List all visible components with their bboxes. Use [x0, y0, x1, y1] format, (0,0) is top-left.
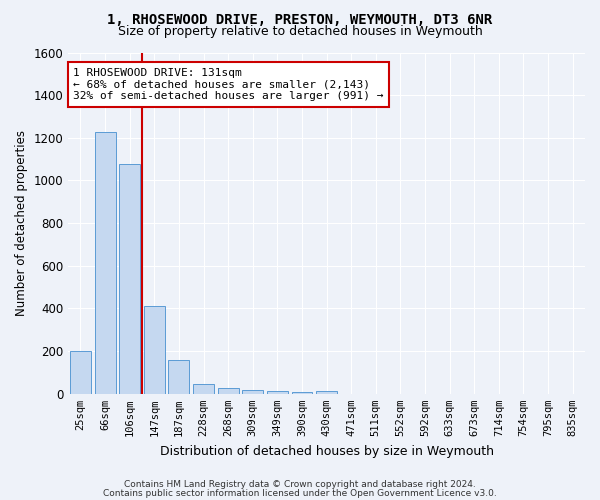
Text: 1 RHOSEWOOD DRIVE: 131sqm
← 68% of detached houses are smaller (2,143)
32% of se: 1 RHOSEWOOD DRIVE: 131sqm ← 68% of detac…: [73, 68, 384, 101]
Bar: [119, 164, 140, 394]
Bar: [267, 390, 288, 394]
Text: Size of property relative to detached houses in Weymouth: Size of property relative to detached ho…: [118, 25, 482, 38]
Bar: [193, 384, 214, 394]
Bar: [242, 390, 263, 394]
Bar: [218, 388, 239, 394]
X-axis label: Distribution of detached houses by size in Weymouth: Distribution of detached houses by size …: [160, 444, 494, 458]
Bar: [70, 350, 91, 394]
Bar: [169, 360, 190, 394]
Text: 1, RHOSEWOOD DRIVE, PRESTON, WEYMOUTH, DT3 6NR: 1, RHOSEWOOD DRIVE, PRESTON, WEYMOUTH, D…: [107, 12, 493, 26]
Bar: [292, 392, 313, 394]
Text: Contains public sector information licensed under the Open Government Licence v3: Contains public sector information licen…: [103, 488, 497, 498]
Y-axis label: Number of detached properties: Number of detached properties: [15, 130, 28, 316]
Text: Contains HM Land Registry data © Crown copyright and database right 2024.: Contains HM Land Registry data © Crown c…: [124, 480, 476, 489]
Bar: [95, 132, 116, 394]
Bar: [316, 390, 337, 394]
Bar: [144, 306, 165, 394]
